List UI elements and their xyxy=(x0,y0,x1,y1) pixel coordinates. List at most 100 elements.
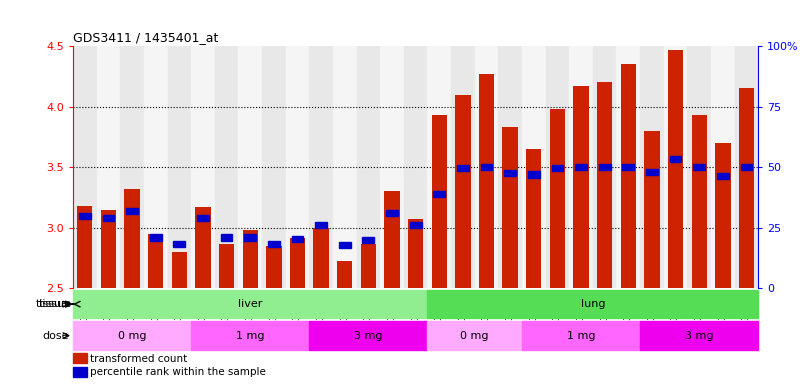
Bar xyxy=(309,46,333,288)
Text: lung: lung xyxy=(581,299,605,309)
Text: 0 mg: 0 mg xyxy=(118,331,146,341)
Text: GDS3411 / 1435401_at: GDS3411 / 1435401_at xyxy=(73,31,218,44)
Bar xyxy=(244,235,256,240)
Bar xyxy=(433,191,445,197)
Bar xyxy=(427,290,758,318)
Bar xyxy=(174,240,185,247)
Bar xyxy=(715,143,731,288)
Bar xyxy=(337,260,353,288)
Bar xyxy=(79,213,91,219)
Bar xyxy=(688,46,711,288)
Bar xyxy=(150,235,161,240)
Bar xyxy=(77,206,92,288)
Bar xyxy=(172,252,187,288)
Bar xyxy=(575,164,587,170)
Bar xyxy=(197,215,209,221)
Bar xyxy=(361,243,376,288)
Bar xyxy=(408,219,423,288)
Bar xyxy=(455,94,470,288)
Bar xyxy=(551,166,564,172)
Bar xyxy=(569,46,593,288)
Bar xyxy=(380,46,404,288)
Bar xyxy=(73,290,427,318)
Bar xyxy=(644,131,659,288)
Bar xyxy=(266,246,281,288)
Bar xyxy=(339,242,350,248)
Bar xyxy=(309,321,427,350)
Bar xyxy=(124,189,139,288)
Bar xyxy=(238,46,262,288)
Bar xyxy=(616,46,640,288)
Bar xyxy=(290,237,305,288)
Bar xyxy=(522,46,546,288)
Bar xyxy=(522,321,640,350)
Bar xyxy=(478,74,494,288)
Bar xyxy=(620,64,636,288)
Bar xyxy=(292,236,303,242)
Bar xyxy=(191,46,215,288)
Text: transformed count: transformed count xyxy=(90,354,187,364)
Bar xyxy=(735,46,758,288)
Bar xyxy=(127,208,138,214)
Bar xyxy=(262,46,285,288)
Bar xyxy=(168,46,191,288)
Bar xyxy=(191,321,309,350)
Bar xyxy=(102,215,114,221)
Bar xyxy=(363,237,375,243)
Bar xyxy=(474,46,498,288)
Bar xyxy=(427,46,451,288)
Bar xyxy=(526,149,542,288)
Bar xyxy=(503,127,518,288)
Text: percentile rank within the sample: percentile rank within the sample xyxy=(90,367,266,377)
Bar xyxy=(498,46,522,288)
Bar xyxy=(242,230,258,288)
Bar xyxy=(315,222,327,228)
Bar xyxy=(646,169,658,175)
Bar xyxy=(73,367,87,377)
Bar xyxy=(640,321,758,350)
Bar xyxy=(144,46,168,288)
Bar xyxy=(120,46,144,288)
Bar xyxy=(599,164,611,170)
Bar xyxy=(268,240,280,247)
Bar xyxy=(622,164,634,170)
Bar xyxy=(546,46,569,288)
Bar xyxy=(195,207,211,288)
Bar xyxy=(550,109,565,288)
Bar xyxy=(663,46,688,288)
Text: tissue: tissue xyxy=(39,299,72,309)
Bar xyxy=(386,210,398,216)
Bar xyxy=(573,86,589,288)
Bar xyxy=(285,46,309,288)
Bar xyxy=(97,46,120,288)
Bar xyxy=(219,243,234,288)
Bar xyxy=(73,46,97,288)
Bar xyxy=(427,321,522,350)
Bar xyxy=(357,46,380,288)
Bar xyxy=(451,46,474,288)
Bar xyxy=(504,170,516,176)
Bar xyxy=(410,222,422,228)
Bar xyxy=(457,166,469,172)
Text: tissue: tissue xyxy=(36,299,69,309)
Bar xyxy=(384,192,400,288)
Bar xyxy=(668,50,683,288)
Bar xyxy=(313,228,328,288)
Bar xyxy=(593,46,616,288)
Bar xyxy=(717,173,729,179)
Bar xyxy=(404,46,427,288)
Bar xyxy=(640,46,663,288)
Text: liver: liver xyxy=(238,299,263,309)
Text: 1 mg: 1 mg xyxy=(236,331,264,341)
Bar xyxy=(333,46,357,288)
Bar xyxy=(221,235,233,240)
Bar xyxy=(692,115,707,288)
Bar xyxy=(73,353,87,363)
Bar xyxy=(148,234,163,288)
Bar xyxy=(101,210,116,288)
Bar xyxy=(215,46,238,288)
Bar xyxy=(73,321,191,350)
Bar xyxy=(711,46,735,288)
Bar xyxy=(481,164,492,170)
Bar xyxy=(739,88,754,288)
